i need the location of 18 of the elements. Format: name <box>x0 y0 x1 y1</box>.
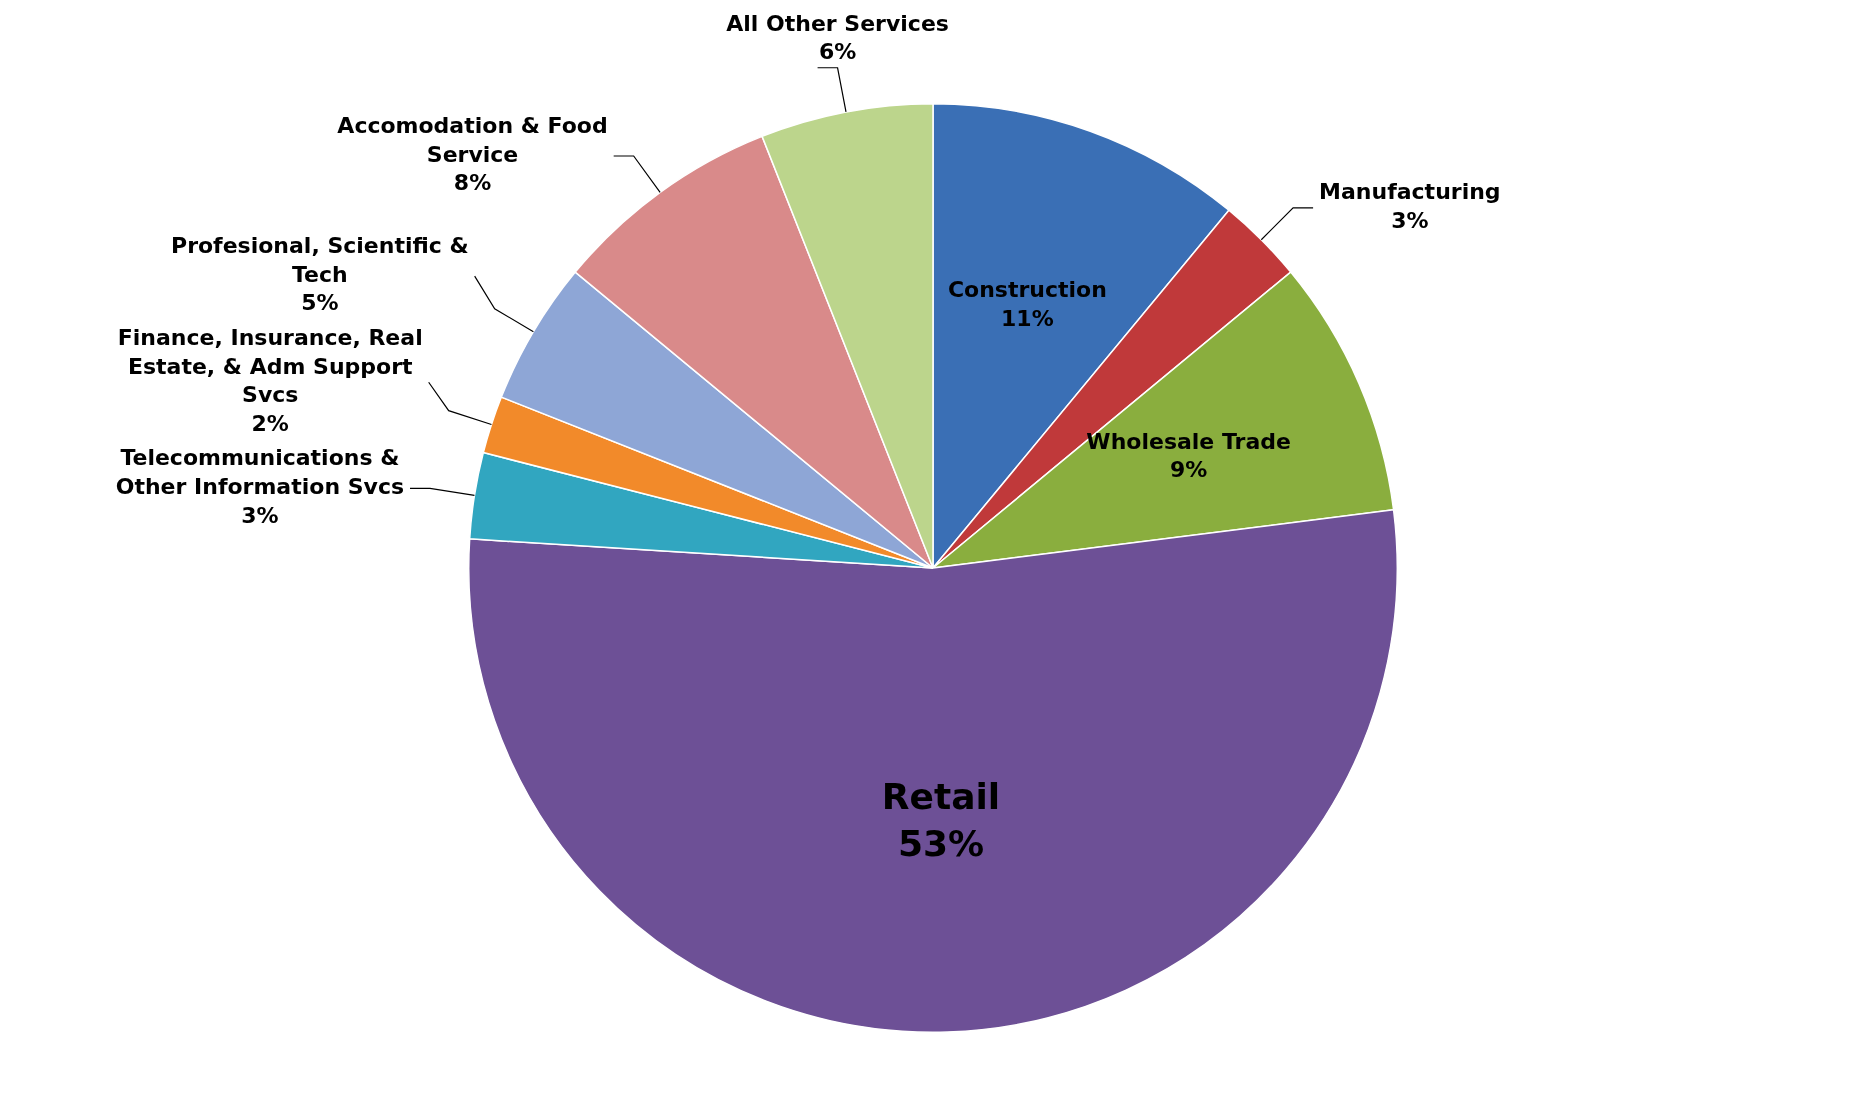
slice-label: Telecommunications & Other Information Svcs <box>115 445 405 500</box>
data-label: 6% <box>818 39 857 65</box>
slice-label: Wholesale Trade <box>1086 428 1291 454</box>
slice-label: All Other Services <box>726 10 949 36</box>
data-label: 3% <box>1391 207 1429 233</box>
slice-label: Profesional, Scientific & Tech <box>171 233 469 287</box>
data-label: 8% <box>453 170 492 196</box>
slice-label: Retail <box>881 776 1001 818</box>
slice-label: Construction <box>947 277 1107 303</box>
data-label: 3% <box>241 502 279 528</box>
data-label: 5% <box>301 290 339 316</box>
slice-label: Finance, Insurance, Real Estate, & Adm Support Svcs <box>117 325 423 408</box>
slice-label: Manufacturing <box>1319 179 1501 205</box>
data-label: 53% <box>897 822 985 864</box>
data-label: 11% <box>1001 305 1054 331</box>
slice-label: Accomodation & Food Service <box>337 113 608 167</box>
data-label: 9% <box>1169 457 1208 483</box>
data-label: 2% <box>251 410 289 436</box>
